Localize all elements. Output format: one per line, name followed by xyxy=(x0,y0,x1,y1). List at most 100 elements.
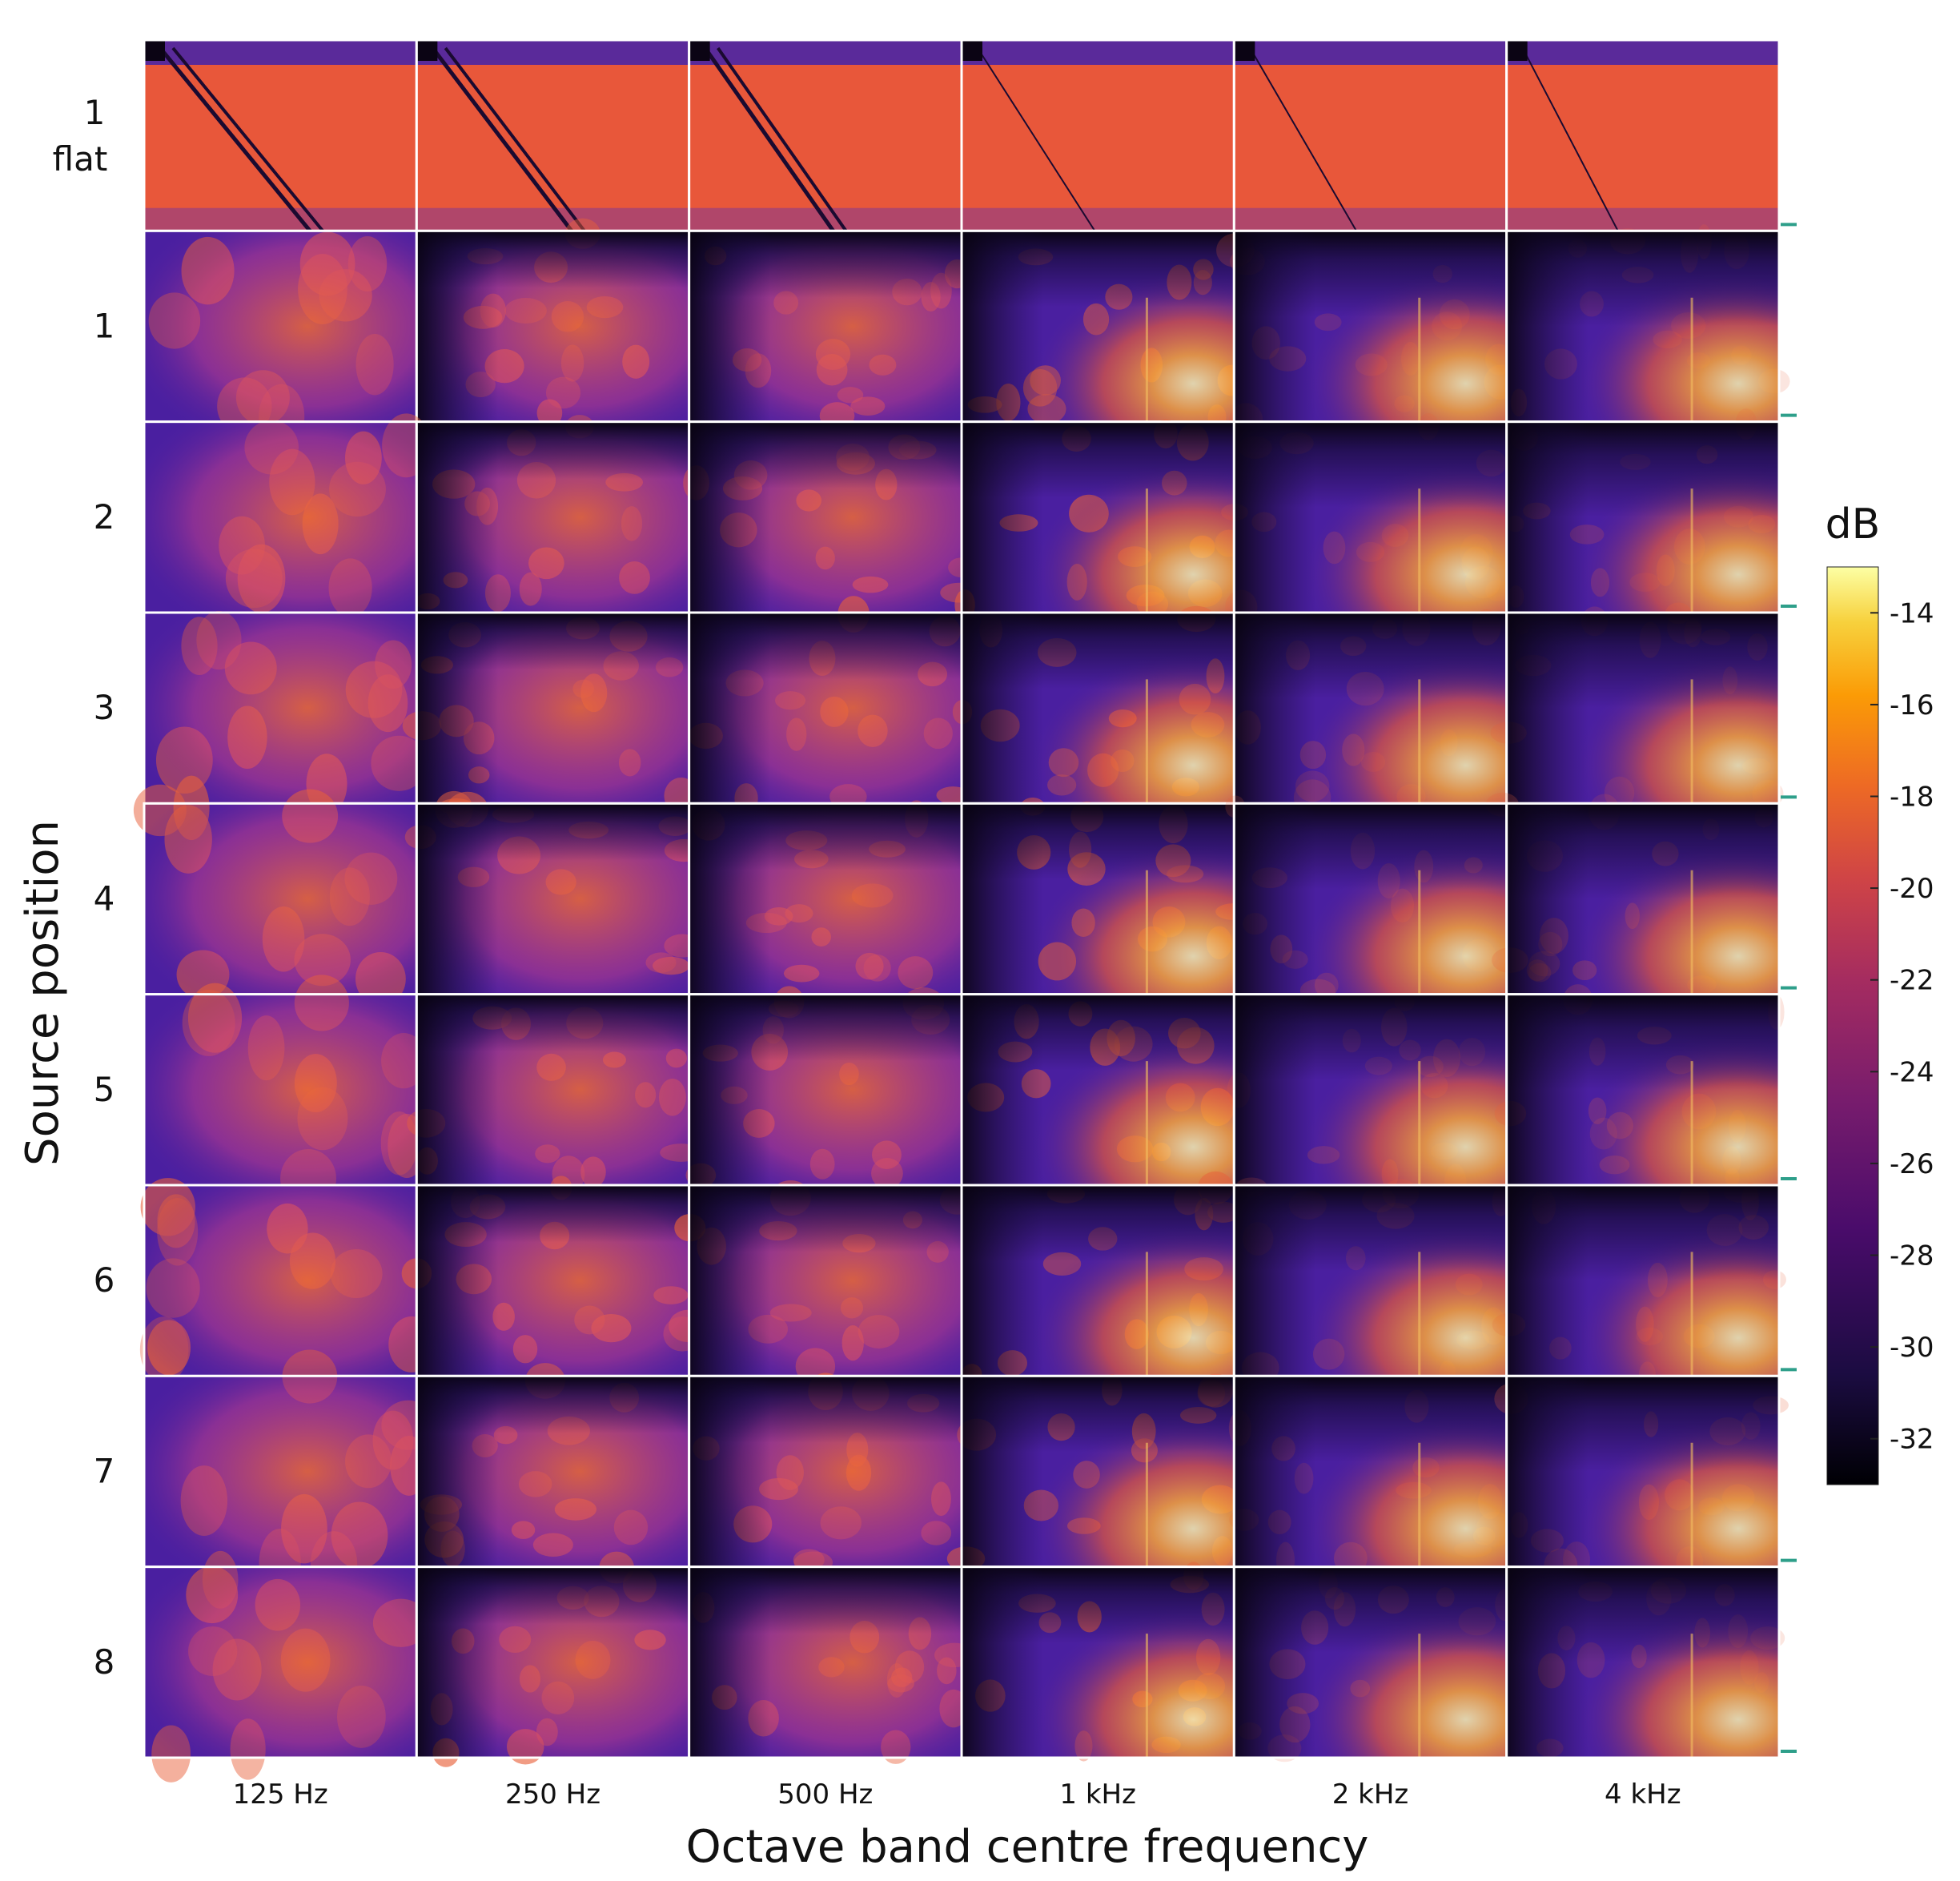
row-label: 6 xyxy=(94,1260,115,1300)
row-label: 8 xyxy=(94,1642,115,1682)
diagonal-streak xyxy=(1521,47,1619,231)
heatmap-panel-r3-c2 xyxy=(415,415,691,614)
heatmap-panel-r1-c1 xyxy=(143,38,418,232)
heatmap-panel-r1-c3 xyxy=(688,38,963,232)
heatmap-panel-r2-c5 xyxy=(1216,229,1516,437)
panel-dark-left xyxy=(962,231,1235,422)
colorbar-tick-label: -32 xyxy=(1890,1424,1934,1456)
heatmap-panel-r6-c2 xyxy=(407,993,703,1193)
panel-dark-left xyxy=(1234,803,1507,995)
heatmap-panel-r8-c1 xyxy=(143,1349,436,1598)
panel-corner xyxy=(1234,40,1255,61)
diagonal-streak xyxy=(1249,47,1357,231)
heatmap-panel-r7-c3 xyxy=(674,1180,975,1385)
colorbar-title: dB xyxy=(1825,500,1881,549)
heatmap-panel-r8-c4 xyxy=(946,1373,1239,1571)
panel-corner xyxy=(1506,40,1528,61)
colorbar-gradient xyxy=(1826,566,1879,1485)
column-label: 1 kHz xyxy=(1059,1779,1136,1811)
heatmap-panel-r5-c6 xyxy=(1492,794,1781,996)
panel-dark-left xyxy=(416,994,689,1185)
heatmap-panel-r2-c2 xyxy=(415,218,691,428)
panel-corner xyxy=(416,40,438,61)
panel-dark-left xyxy=(1506,613,1779,804)
panel-hotspot xyxy=(144,994,417,1185)
panel-corner xyxy=(144,40,165,61)
panel-top-band xyxy=(144,40,417,65)
heatmap-panel-r9-c1 xyxy=(143,1550,429,1783)
panel-top-band xyxy=(689,40,962,65)
heatmap-panel-r5-c1 xyxy=(133,775,418,1006)
heatmap-panel-r3-c5 xyxy=(1221,413,1510,624)
panel-dark-left xyxy=(416,1566,689,1758)
y-axis-title: Source position xyxy=(17,820,69,1166)
heatmap-panel-r1-c4 xyxy=(960,38,1235,232)
heatmap-panel-r2-c3 xyxy=(688,229,970,430)
panel-bottom-band xyxy=(144,207,417,231)
heatmap-panel-r8-c5 xyxy=(1228,1374,1514,1579)
row-label: 2 xyxy=(94,497,115,537)
panel-bottom-band xyxy=(1506,207,1779,231)
column-label: 2 kHz xyxy=(1332,1779,1409,1811)
heatmap-panel-r7-c2 xyxy=(401,1176,707,1377)
panel-hotspot xyxy=(144,1566,417,1758)
panel-dark-left xyxy=(962,1185,1235,1377)
panel-dark-left xyxy=(1234,421,1507,613)
colorbar-ticks: -14 -16 -18 -20 -22 -24 -26 -28 -30 -32 xyxy=(1870,597,1934,1456)
panel-dark-left xyxy=(416,231,689,422)
diagonal-streak xyxy=(159,46,312,232)
row-sublabel: flat xyxy=(53,139,108,179)
panel-top-band xyxy=(1234,40,1507,65)
panel-dark-left xyxy=(1506,231,1779,422)
heatmap-panel-r6-c4 xyxy=(960,993,1235,1187)
panel-dark-left xyxy=(1234,613,1507,804)
panel-dark-left xyxy=(1506,421,1779,613)
panel-dark-left xyxy=(689,803,962,995)
panel-dark-left xyxy=(962,421,1235,613)
colorbar-tick-label: -30 xyxy=(1890,1332,1934,1364)
colorbar-tick-label: -22 xyxy=(1890,965,1934,997)
row-label: 3 xyxy=(94,688,115,727)
heatmap-panel-r2-c4 xyxy=(960,229,1246,430)
panel-dark-left xyxy=(962,1566,1235,1758)
panel-border xyxy=(1505,1565,1781,1759)
heatmap-panel-r6-c6 xyxy=(1494,984,1785,1188)
panel-dark-left xyxy=(689,231,962,422)
heatmap-panel-r5-c5 xyxy=(1225,792,1520,1003)
panel-hotspot xyxy=(144,803,417,995)
panel-dark-left xyxy=(962,613,1235,804)
panel-corner xyxy=(962,40,982,61)
right-tick-markers xyxy=(1781,223,1797,1753)
panel-dark-left xyxy=(689,613,962,804)
colorbar-tick-label: -20 xyxy=(1890,873,1934,905)
colorbar-tick-label: -24 xyxy=(1890,1056,1934,1088)
column-labels: 125 Hz 250 Hz 500 Hz 1 kHz 2 kHz 4 kHz xyxy=(233,1779,1681,1811)
heatmap-panel-r5-c2 xyxy=(404,790,704,996)
heatmap-panels xyxy=(133,38,1790,1783)
diagonal-streak xyxy=(977,47,1096,231)
panel-dark-left xyxy=(689,1566,962,1758)
heatmap-panel-r4-c2 xyxy=(402,611,698,814)
heatmap-panel-r3-c3 xyxy=(683,420,978,614)
heatmap-panel-r9-c3 xyxy=(688,1565,974,1764)
panel-hotspot xyxy=(144,231,417,422)
panel-background xyxy=(1234,40,1507,231)
panel-dark-left xyxy=(1234,1376,1507,1567)
heatmap-panel-r9-c5 xyxy=(1232,1565,1516,1762)
row-labels: 1 flat 1 2 3 4 5 6 7 8 xyxy=(53,93,115,1682)
diagonal-streak-2 xyxy=(717,46,848,232)
panel-hotspot xyxy=(144,1185,417,1377)
heatmap-panel-r4-c4 xyxy=(952,605,1235,805)
heatmap-panel-r4-c6 xyxy=(1490,602,1784,810)
panel-dark-left xyxy=(1506,1566,1779,1758)
panel-top-band xyxy=(416,40,689,65)
heatmap-panel-r6-c1 xyxy=(143,975,427,1208)
panel-dark-left xyxy=(1506,1376,1779,1567)
heatmap-panel-r1-c2 xyxy=(415,38,691,232)
panel-dark-left xyxy=(1234,994,1507,1185)
heatmap-panel-r7-c6 xyxy=(1492,1182,1786,1389)
panel-dark-left xyxy=(689,994,962,1185)
panel-bottom-band xyxy=(962,207,1235,231)
heatmap-panel-r4-c1 xyxy=(143,610,428,814)
